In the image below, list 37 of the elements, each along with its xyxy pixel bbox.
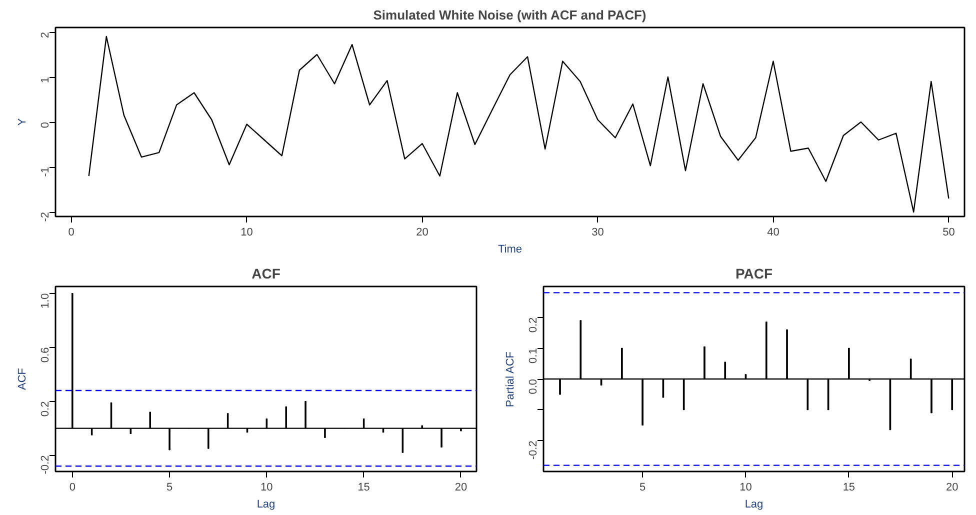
x-tick-label: 10 (260, 482, 273, 494)
y-axis-title: ACF (16, 368, 28, 390)
x-tick-label: 10 (240, 226, 253, 238)
x-tick-label: 50 (942, 226, 955, 238)
y-axis-title: Y (16, 118, 28, 126)
x-axis-title: Time (498, 244, 522, 256)
y-tick-label: 0.2 (528, 317, 540, 333)
y-tick-label: 0.6 (40, 347, 52, 363)
x-tick-label: 40 (767, 226, 780, 238)
x-tick-label: 20 (454, 482, 468, 494)
y-tick-label: 1.0 (40, 293, 52, 309)
chart-title: Simulated White Noise (with ACF and PACF) (373, 8, 646, 22)
y-tick-label: 0.0 (528, 378, 540, 394)
y-axis-title: Partial ACF (504, 351, 516, 408)
x-tick-label: 0 (68, 226, 74, 238)
chart-title: ACF (252, 266, 281, 282)
x-tick-label: 0 (69, 482, 76, 494)
x-axis-title: Lag (744, 498, 764, 510)
y-tick-label: 0 (40, 122, 52, 128)
y-tick-label: -0.2 (528, 440, 540, 460)
y-tick-label: 0.1 (528, 348, 540, 364)
y-tick-label: -1 (40, 167, 52, 177)
x-axis-title: Lag (256, 498, 276, 510)
y-tick-label: -0.2 (40, 455, 52, 474)
x-tick-label: 30 (592, 226, 604, 238)
x-tick-label: 5 (640, 482, 646, 494)
y-tick-label: 0.2 (40, 401, 52, 417)
y-tick-label: 2 (40, 32, 52, 38)
x-tick-label: 15 (358, 482, 370, 494)
y-tick-label: 1 (40, 76, 52, 84)
x-tick-label: 15 (842, 482, 856, 494)
x-tick-label: 20 (416, 226, 428, 238)
chart-title: PACF (735, 266, 773, 282)
y-tick-label: -2 (40, 212, 52, 222)
x-tick-label: 10 (740, 482, 752, 494)
x-tick-label: 20 (946, 482, 958, 494)
x-tick-label: 5 (166, 482, 173, 494)
